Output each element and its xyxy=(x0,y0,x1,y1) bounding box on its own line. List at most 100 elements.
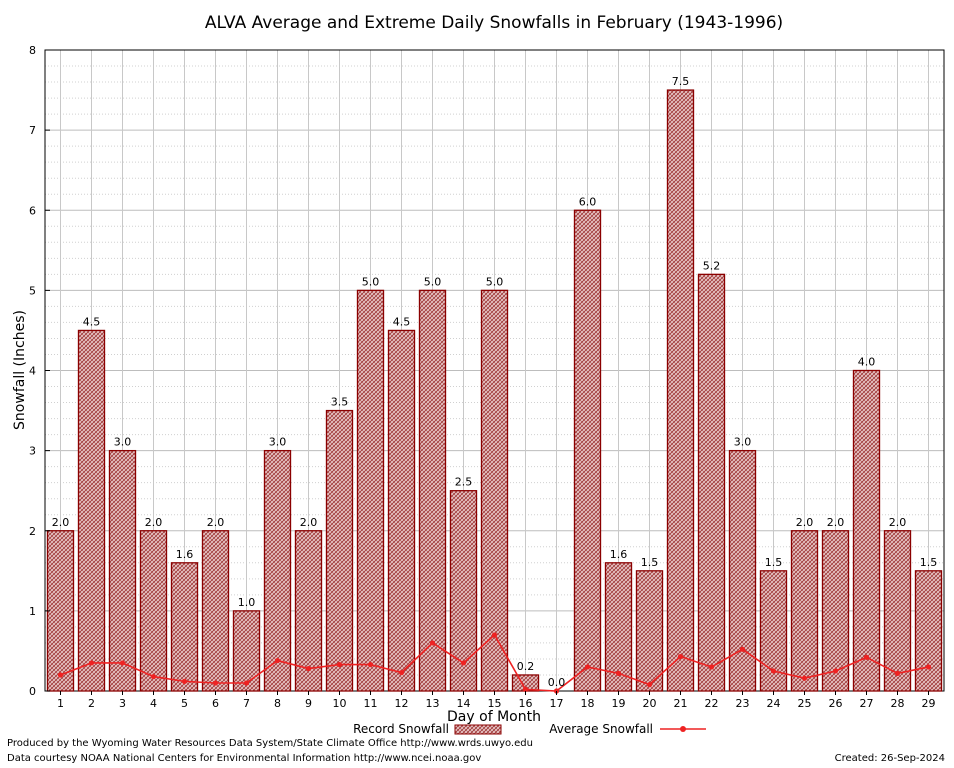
bar-value-label: 1.5 xyxy=(641,556,659,569)
y-tick-label: 2 xyxy=(29,525,36,538)
x-tick-label: 11 xyxy=(364,697,378,710)
y-tick-label: 3 xyxy=(29,445,36,458)
legend-swatch-record xyxy=(454,724,502,735)
bar-day-25 xyxy=(790,530,819,692)
bar-day-27 xyxy=(852,369,881,692)
x-tick-label: 9 xyxy=(305,697,312,710)
average-point xyxy=(739,646,746,652)
y-axis: 0 1 2 3 4 5 6 7 8 xyxy=(29,44,50,698)
x-tick-label: 22 xyxy=(705,697,719,710)
bar-day-6 xyxy=(201,530,230,692)
bar-value-label: 0.0 xyxy=(548,676,566,689)
average-point xyxy=(429,640,436,646)
bar-value-label: 1.6 xyxy=(176,548,194,561)
y-tick-label: 0 xyxy=(29,685,36,698)
x-tick-label: 7 xyxy=(243,697,250,710)
bar-day-13 xyxy=(418,289,447,692)
y-tick-label: 1 xyxy=(29,605,36,618)
average-point xyxy=(615,670,622,676)
bar-value-label: 2.0 xyxy=(889,516,907,529)
bar-day-1 xyxy=(46,530,75,692)
average-point xyxy=(243,680,250,686)
average-point xyxy=(57,672,64,678)
bar-day-19 xyxy=(604,562,633,692)
x-tick-label: 24 xyxy=(767,697,781,710)
bar-day-3 xyxy=(108,449,137,692)
average-point xyxy=(863,654,870,660)
bar-value-label: 1.0 xyxy=(238,596,256,609)
average-point xyxy=(708,664,715,670)
bar-day-8 xyxy=(263,449,292,692)
bar-day-29 xyxy=(914,570,943,692)
x-tick-label: 4 xyxy=(150,697,157,710)
average-point xyxy=(336,661,343,668)
bar-day-7 xyxy=(232,610,261,692)
bar-value-label: 2.0 xyxy=(52,516,70,529)
bar-value-label: 5.0 xyxy=(424,275,442,288)
bar-value-label: 0.2 xyxy=(517,660,535,673)
bar-value-label: 5.0 xyxy=(486,275,504,288)
bar-value-label: 1.5 xyxy=(920,556,938,569)
bar-value-label: 1.6 xyxy=(610,548,628,561)
line-series xyxy=(57,632,932,694)
bar-day-21 xyxy=(666,89,695,692)
bar-value-label: 3.0 xyxy=(114,436,132,449)
average-point xyxy=(925,664,932,670)
x-tick-label: 27 xyxy=(860,697,874,710)
average-point xyxy=(212,680,219,686)
bar-value-label: 5.2 xyxy=(703,259,721,272)
y-tick-label: 6 xyxy=(29,204,36,217)
average-point xyxy=(770,668,777,674)
average-point xyxy=(584,664,591,670)
bar-day-5 xyxy=(170,562,199,692)
bar-value-label: 2.0 xyxy=(300,516,318,529)
bar-day-10 xyxy=(325,409,354,692)
bar-value-label: 4.0 xyxy=(858,356,876,369)
average-point xyxy=(801,675,808,681)
y-tick-label: 5 xyxy=(29,284,36,297)
x-tick-label: 26 xyxy=(829,697,843,710)
average-point xyxy=(491,632,498,638)
x-tick-label: 8 xyxy=(274,697,281,710)
credit-line-2: Data courtesy NOAA National Centers for … xyxy=(7,753,482,764)
x-tick-label: 15 xyxy=(488,697,502,710)
created-date: Created: 26-Sep-2024 xyxy=(834,753,945,764)
x-tick-label: 21 xyxy=(674,697,688,710)
x-tick-label: 6 xyxy=(212,697,219,710)
x-tick-label: 25 xyxy=(798,697,812,710)
x-tick-label: 2 xyxy=(88,697,95,710)
bar-series xyxy=(46,89,943,692)
average-point xyxy=(646,681,653,688)
bar-value-label: 6.0 xyxy=(579,195,597,208)
average-point xyxy=(88,660,95,666)
bar-labels: 2.0 4.5 3.0 2.0 1.6 2.0 1.0 3.0 2.0 3.5 5.0 4.5 5.0 2… xyxy=(52,75,938,689)
x-tick-label: 5 xyxy=(181,697,188,710)
bar-day-11 xyxy=(356,289,385,692)
bar-value-label: 3.0 xyxy=(734,436,752,449)
average-point xyxy=(367,661,374,668)
average-point xyxy=(150,673,157,680)
x-tick-label: 17 xyxy=(550,697,564,710)
x-tick-label: 23 xyxy=(736,697,750,710)
x-tick-label: 1 xyxy=(57,697,64,710)
legend-label-average: Average Snowfall xyxy=(549,722,653,736)
y-tick-label: 4 xyxy=(29,365,36,378)
bar-value-label: 3.0 xyxy=(269,436,287,449)
average-point xyxy=(398,669,405,676)
x-tick-label: 20 xyxy=(643,697,657,710)
x-tick-label: 18 xyxy=(581,697,595,710)
bar-value-label: 2.0 xyxy=(145,516,163,529)
x-tick-label: 29 xyxy=(922,697,936,710)
legend-marker-average xyxy=(680,726,686,732)
bar-value-label: 2.5 xyxy=(455,476,473,489)
bar-day-12 xyxy=(387,329,416,692)
average-point xyxy=(522,686,529,692)
credit-line-1: Produced by the Wyoming Water Resources … xyxy=(7,738,533,749)
x-tick-label: 28 xyxy=(891,697,905,710)
x-tick-label: 19 xyxy=(612,697,626,710)
bar-day-20 xyxy=(635,570,664,692)
bar-value-label: 1.5 xyxy=(765,556,783,569)
y-tick-label: 8 xyxy=(29,44,36,57)
bar-day-15 xyxy=(480,289,509,692)
